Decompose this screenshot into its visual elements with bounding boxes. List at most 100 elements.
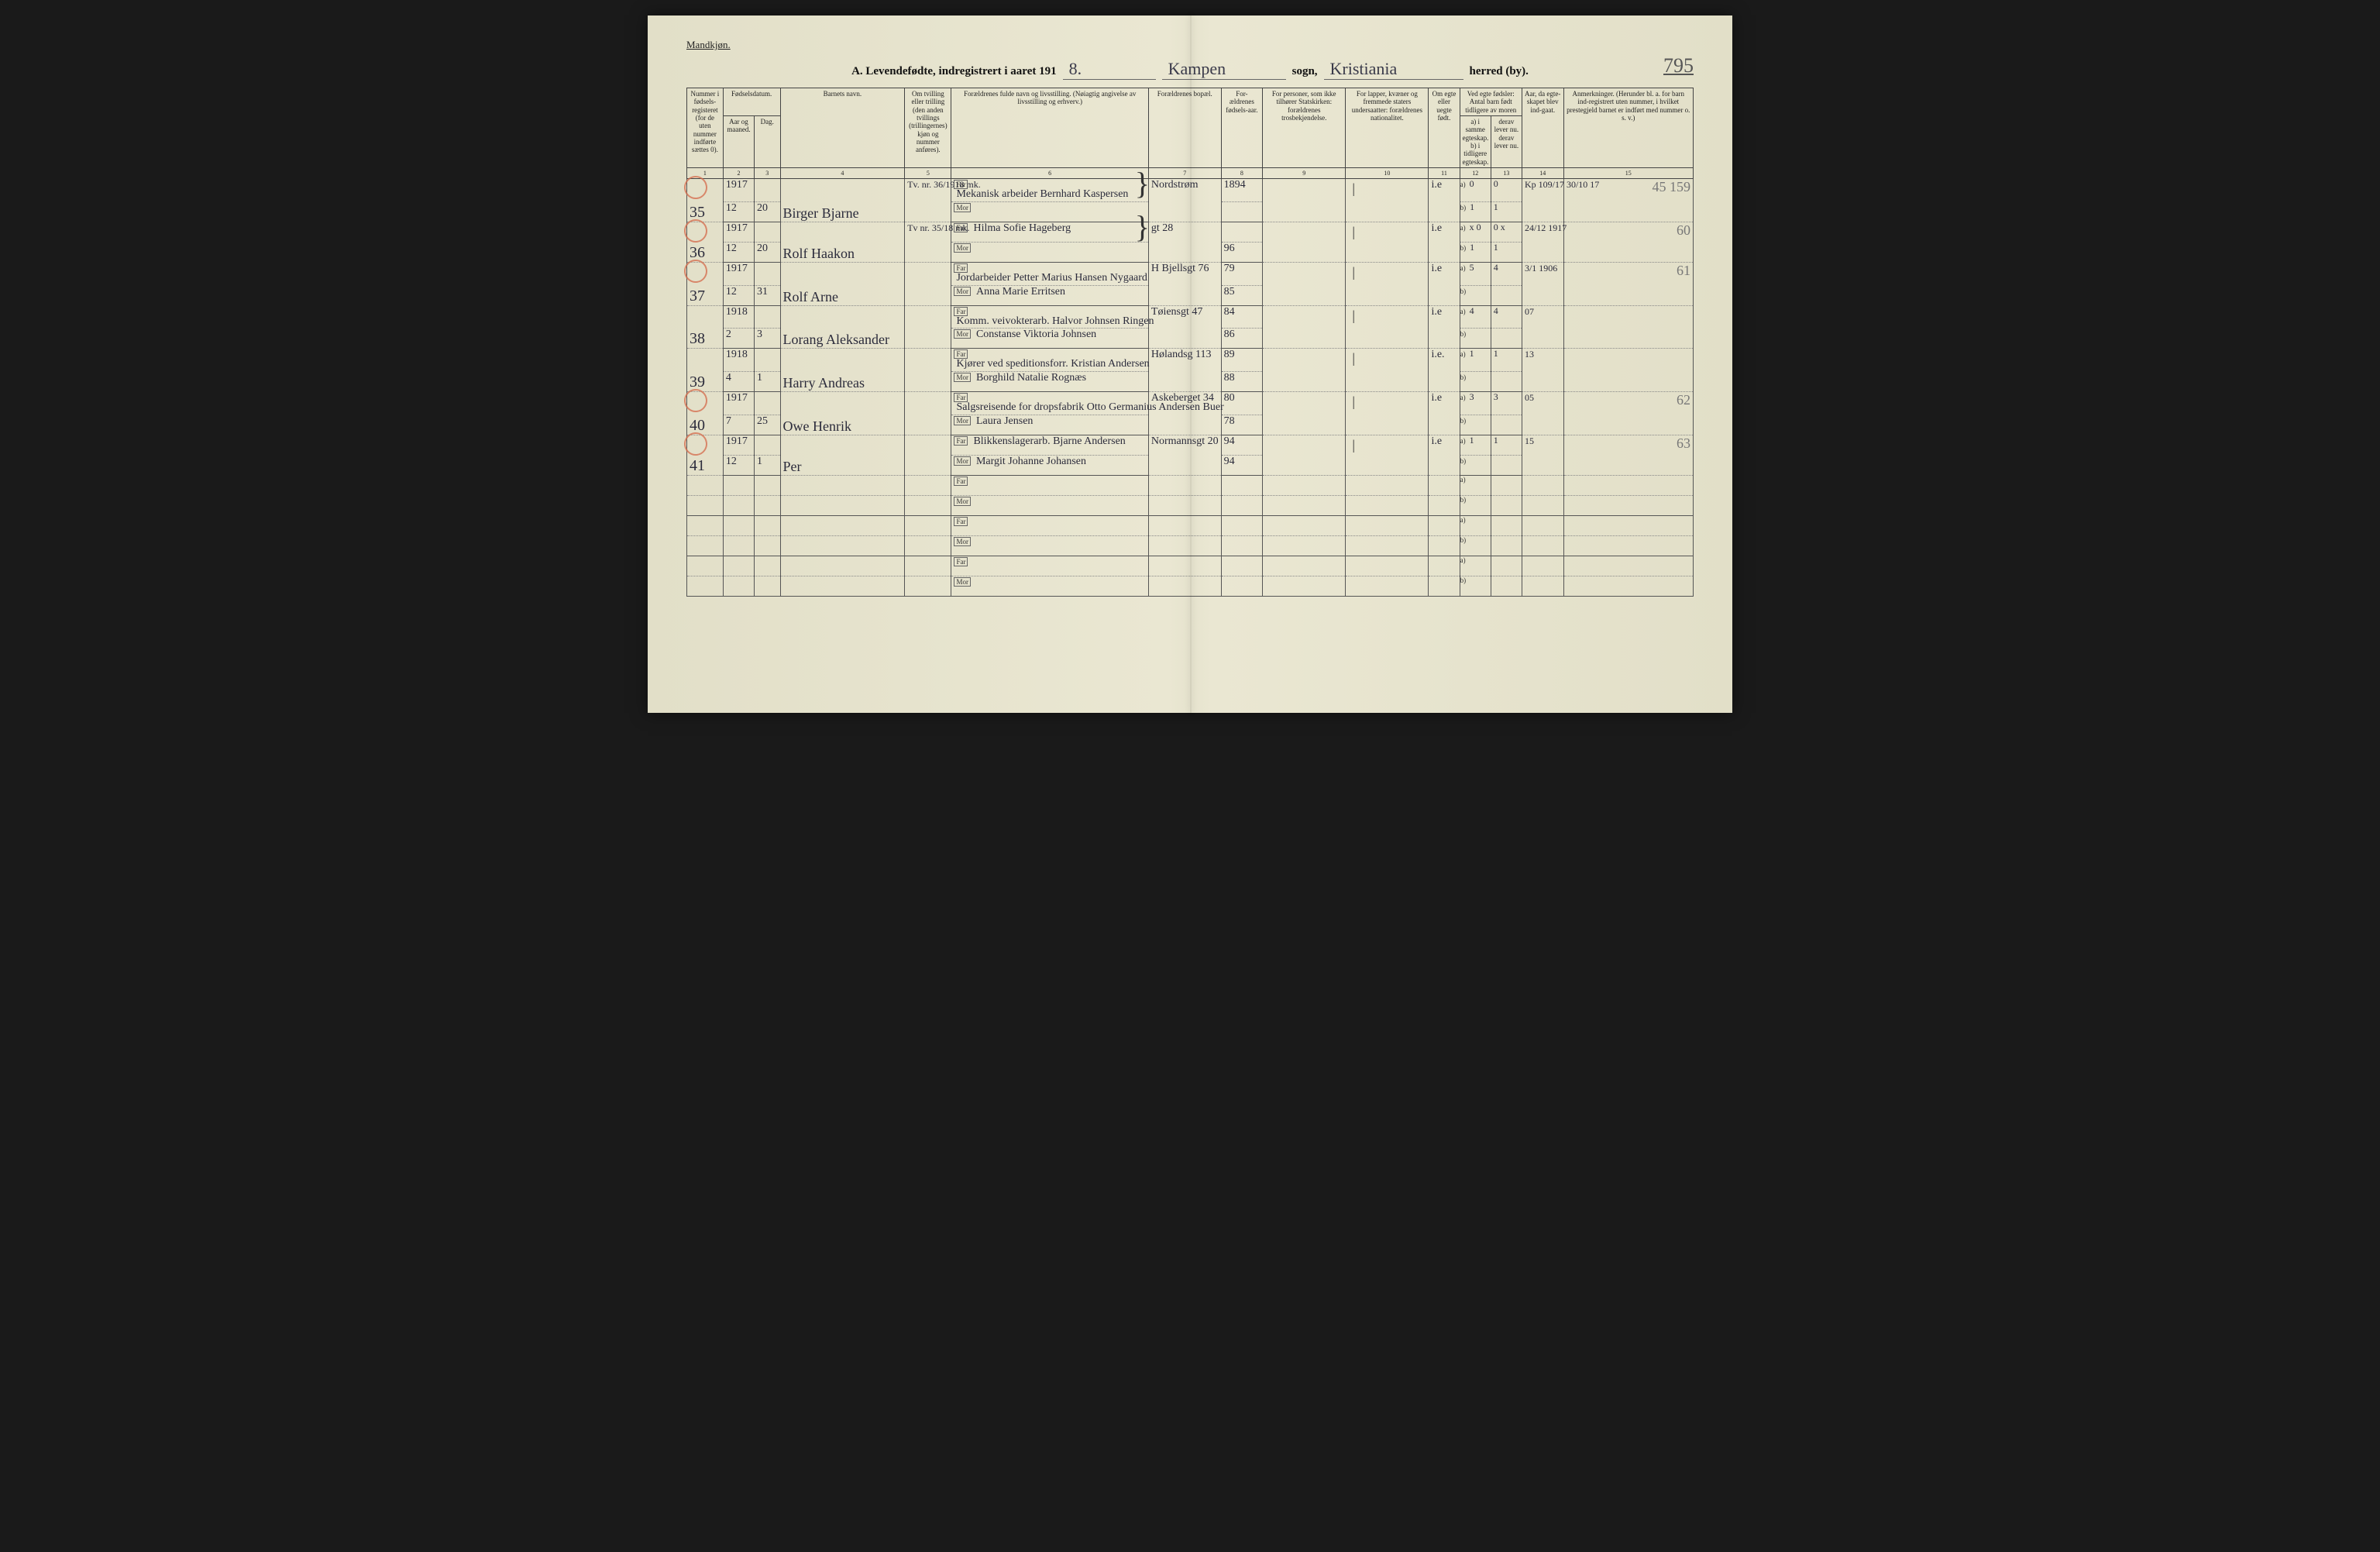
month: 12 — [724, 456, 754, 469]
title-row: A. Levendefødte, indregistrert i aaret 1… — [686, 59, 1694, 80]
father-birthyear: 89 — [1222, 349, 1263, 362]
table-row: 371917Rolf ArneFarJordarbeider Petter Ma… — [687, 262, 1694, 285]
remarks: 63 — [1564, 435, 1693, 452]
marriage-year: 13 — [1522, 349, 1563, 360]
father-birthyear: 84 — [1222, 306, 1263, 319]
entry-number: 41 — [687, 457, 723, 475]
residence: Askeberget 34 — [1149, 392, 1221, 405]
table-body: 351917Birger BjarneTv. nr. 36/1918 mk.Fa… — [687, 179, 1694, 596]
remarks: 62 — [1564, 392, 1693, 408]
entry-number: 35 — [687, 204, 723, 222]
mor-label: Mor — [954, 537, 971, 546]
col-11-header: Om egte eller uegte født. — [1429, 88, 1460, 168]
col-12a-header: a) i samme egteskap.b) i tidligere egtes… — [1460, 116, 1491, 168]
mother-text: Margit Johanne Johansen — [974, 455, 1089, 468]
mother-birthyear: 85 — [1222, 286, 1263, 299]
month: 4 — [724, 372, 754, 385]
col-4-header: Barnets navn. — [780, 88, 905, 168]
mor-label: Mor — [954, 329, 971, 339]
b-label: b) — [1460, 496, 1467, 504]
table-row: 401917Owe HenrikFarSalgsreisende for dro… — [687, 392, 1694, 415]
gender-heading: Mandkjøn. — [686, 39, 1694, 51]
living-a: 4 — [1491, 305, 1501, 317]
entry-number: 39 — [687, 373, 723, 391]
table-row: 361917Rolf HaakonTv nr. 35/18 mk.FarHilm… — [687, 222, 1694, 242]
colnum-5: 5 — [905, 168, 951, 179]
b-label: b) — [1460, 204, 1467, 212]
col-9-header: For personer, som ikke tilhører Statskir… — [1263, 88, 1346, 168]
marriage-year: 3/1 1906 — [1522, 263, 1563, 274]
col-2b-header: Dag. — [755, 116, 780, 168]
red-circle-mark — [683, 174, 709, 201]
child-name: Birger Bjarne — [781, 205, 905, 222]
table-row: 381918Lorang AleksanderFarKomm. veivokte… — [687, 305, 1694, 329]
mother-text: Borghild Natalie Rognæs — [974, 371, 1089, 384]
child-name: Owe Henrik — [781, 418, 905, 435]
mother-birthyear: 96 — [1222, 243, 1263, 256]
a-label: a) — [1460, 350, 1466, 358]
table-row: 391918Harry AndreasFarKjører ved spediti… — [687, 349, 1694, 372]
table-row: Fara) — [687, 556, 1694, 576]
marriage-year: 24/12 1917 — [1522, 222, 1563, 234]
entry-number: 37 — [687, 287, 723, 305]
legitimacy: i.e — [1429, 222, 1459, 236]
children-b — [1467, 414, 1472, 426]
entry-number: 38 — [687, 330, 723, 348]
a-label: a) — [1460, 308, 1466, 315]
mor-label: Mor — [954, 203, 971, 212]
mother-text — [974, 201, 978, 215]
year: 1917 — [724, 392, 754, 405]
year: 1918 — [724, 349, 754, 362]
twin-note — [905, 435, 951, 437]
legitimacy: i.e — [1429, 435, 1459, 449]
far-label: Far — [954, 557, 968, 566]
residence: gt 28 — [1149, 222, 1221, 236]
mor-label: Mor — [954, 243, 971, 253]
red-circle-mark — [683, 258, 709, 284]
a-label: a) — [1460, 264, 1466, 272]
living-b — [1491, 414, 1496, 426]
b-label: b) — [1460, 244, 1467, 252]
b-label: b) — [1460, 536, 1467, 544]
residence: H Bjellsgt 76 — [1149, 263, 1221, 276]
living-a: 0 — [1491, 177, 1501, 190]
twin-note — [905, 349, 951, 350]
red-circle-mark — [683, 431, 709, 457]
ledger-page: Mandkjøn. A. Levendefødte, indregistrert… — [648, 15, 1732, 713]
table-row: Morb) — [687, 495, 1694, 515]
children-b — [1467, 370, 1472, 383]
colnum-15: 15 — [1563, 168, 1693, 179]
father-birthyear: 79 — [1222, 263, 1263, 276]
father-text: Jordarbeider Petter Marius Hansen Nygaar… — [954, 271, 1149, 284]
living-b: 1 — [1491, 201, 1501, 213]
day: 31 — [755, 286, 779, 299]
colnum-1: 1 — [687, 168, 724, 179]
children-b: 1 — [1467, 241, 1477, 253]
remarks — [1564, 306, 1693, 308]
father-text: Mekanisk arbeider Bernhard Kaspersen — [954, 188, 1130, 201]
remarks: 45 159 — [1564, 179, 1693, 195]
remarks — [1564, 349, 1693, 350]
colnum-10: 10 — [1346, 168, 1429, 179]
a-label: a) — [1460, 516, 1466, 524]
mother-text: Anna Marie Erritsen — [974, 285, 1068, 298]
entry-number: 40 — [687, 417, 723, 435]
mor-label: Mor — [954, 577, 971, 587]
b-label: b) — [1460, 417, 1467, 425]
a-label: a) — [1460, 437, 1466, 445]
marriage-year: 05 — [1522, 392, 1563, 404]
residence: Nordstrøm — [1149, 179, 1221, 192]
mother-text — [974, 242, 978, 255]
remarks: 60 — [1564, 222, 1693, 239]
mother-birthyear: 78 — [1222, 415, 1263, 428]
ditto-mark: | — [1352, 437, 1355, 453]
title-year-suffix: 8. — [1063, 59, 1156, 80]
living-a: 1 — [1491, 347, 1501, 360]
page-number: 795 — [1663, 54, 1694, 77]
mother-text: Laura Jensen — [974, 415, 1035, 428]
twin-note — [905, 306, 951, 308]
herred-label: herred (by). — [1470, 65, 1529, 78]
col-13-header: derav lever nu.derav lever nu. — [1491, 116, 1522, 168]
col-1-header: Nummer i fødsels-registeret (for de uten… — [687, 88, 724, 168]
children-a: 0 — [1467, 177, 1477, 190]
